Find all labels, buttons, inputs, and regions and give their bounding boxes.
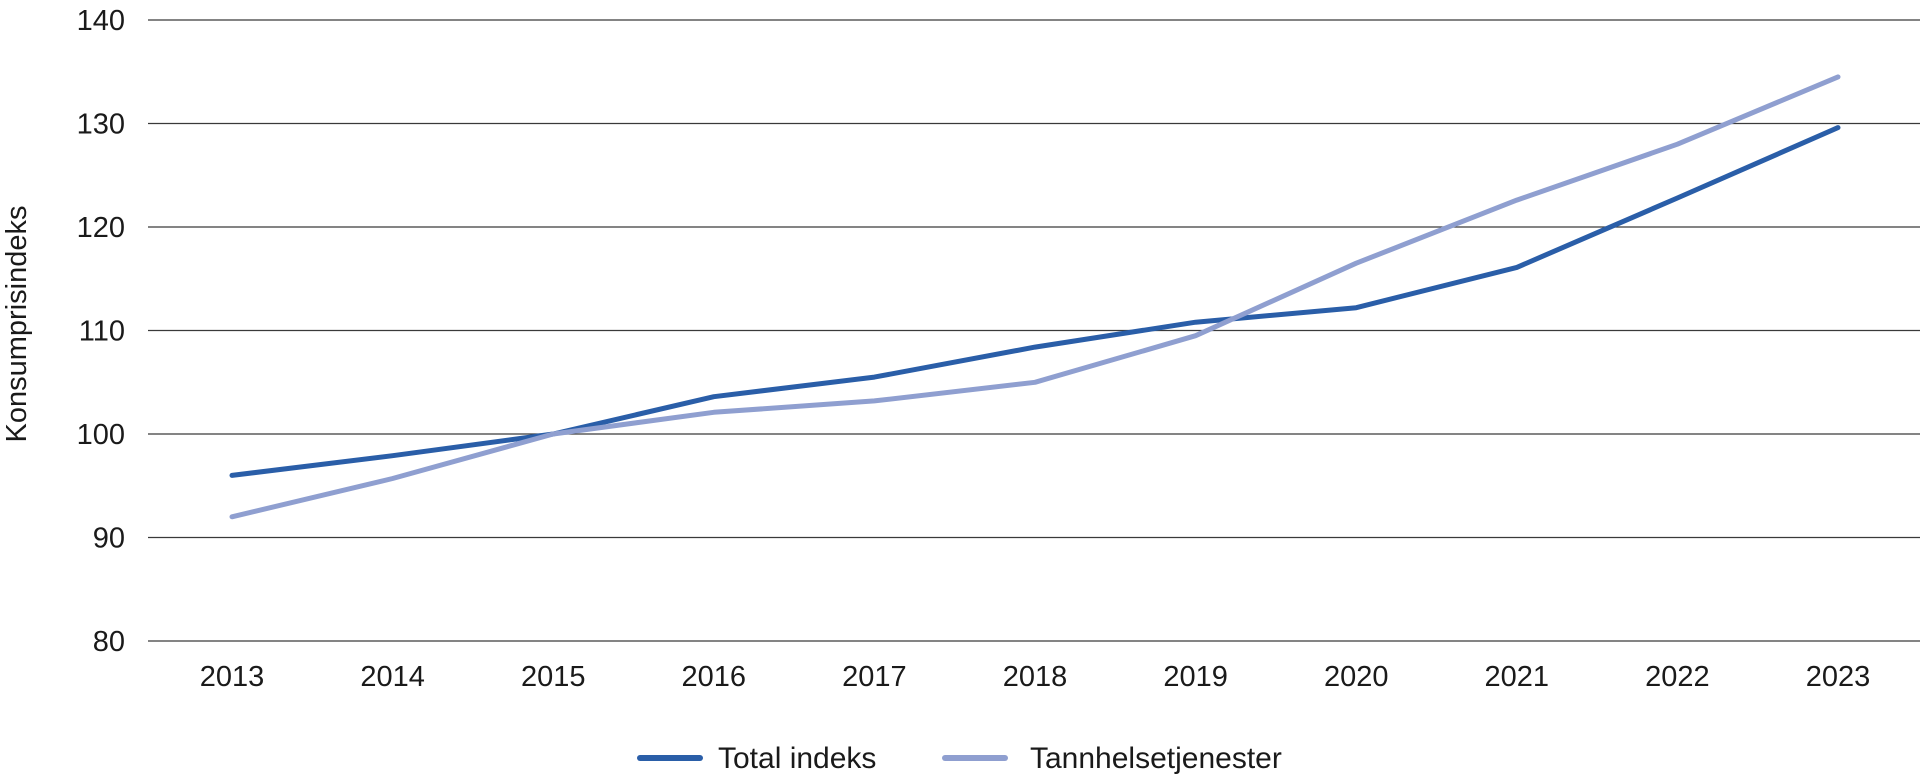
y-tick-label: 140 <box>77 5 125 37</box>
grid-lines <box>148 19 1920 642</box>
x-tick-label: 2013 <box>200 661 265 693</box>
legend: Total indeks Tannhelsetjenester <box>637 742 1282 775</box>
x-tick-label: 2019 <box>1163 661 1228 693</box>
legend-label-1: Total indeks <box>718 742 876 775</box>
y-axis-title: Konsumprisindeks <box>1 206 33 443</box>
y-tick-label: 90 <box>93 523 125 555</box>
x-tick-label: 2023 <box>1806 661 1871 693</box>
x-tick-label: 2021 <box>1485 661 1550 693</box>
y-tick-label: 110 <box>79 316 125 348</box>
x-axis-tick-labels: 2013 2014 2015 2016 2017 2018 2019 2020 2021 2022… <box>200 661 1871 693</box>
x-tick-label: 2020 <box>1324 661 1389 693</box>
y-tick-label: 120 <box>77 212 125 244</box>
legend-label-2: Tannhelsetjenester <box>1030 742 1282 775</box>
x-tick-label: 2017 <box>842 661 907 693</box>
series-lines <box>229 74 1841 520</box>
series-line-2 <box>229 74 1841 520</box>
x-tick-label: 2016 <box>682 661 747 693</box>
x-tick-label: 2022 <box>1645 661 1710 693</box>
x-tick-label: 2014 <box>360 661 425 693</box>
series-line-1 <box>229 125 1841 478</box>
y-tick-label: 130 <box>77 109 125 141</box>
y-tick-label: 100 <box>77 419 125 451</box>
x-tick-label: 2018 <box>1003 661 1068 693</box>
y-axis-tick-labels: 80 90 100 110 120 130 140 <box>77 5 125 658</box>
y-tick-label: 80 <box>93 626 125 658</box>
x-tick-label: 2015 <box>521 661 586 693</box>
